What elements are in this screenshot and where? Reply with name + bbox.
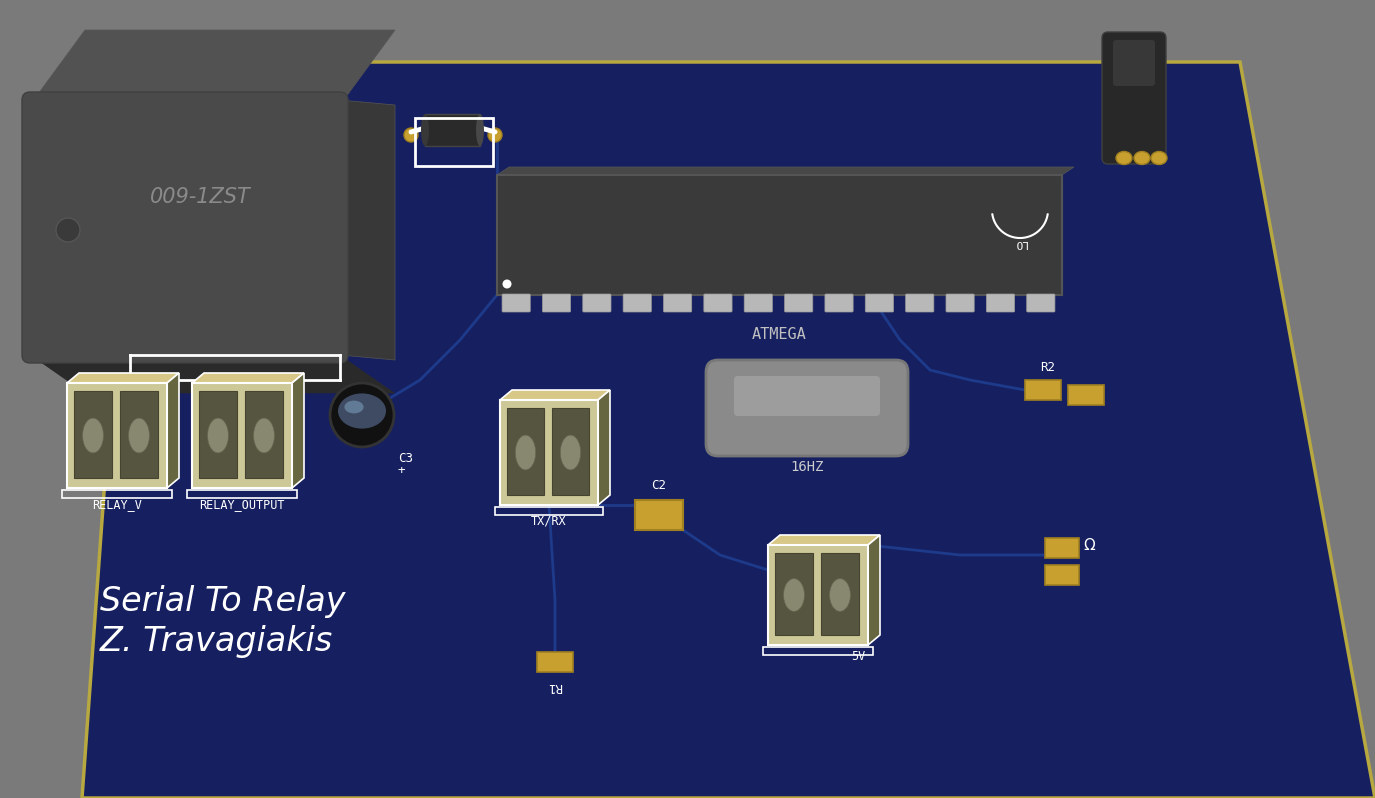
Bar [120, 391, 158, 478]
Ellipse shape [997, 179, 1012, 192]
FancyBboxPatch shape [623, 294, 652, 312]
Bar [769, 545, 868, 645]
Bar [425, 114, 480, 146]
Ellipse shape [502, 279, 512, 289]
Polygon shape [340, 100, 395, 360]
Ellipse shape [128, 418, 150, 453]
Polygon shape [67, 373, 179, 383]
Bar [67, 383, 166, 488]
Polygon shape [30, 30, 395, 105]
Text: LO: LO [1013, 238, 1027, 248]
FancyBboxPatch shape [785, 294, 813, 312]
Text: C2: C2 [652, 479, 667, 492]
Text: RELAY_V: RELAY_V [92, 498, 142, 511]
FancyBboxPatch shape [1101, 32, 1166, 164]
Text: R2: R2 [1040, 361, 1055, 374]
Bar [775, 553, 813, 635]
FancyBboxPatch shape [502, 294, 531, 312]
Ellipse shape [476, 114, 484, 146]
Bar [551, 408, 588, 495]
Bar [1068, 385, 1104, 405]
Polygon shape [292, 373, 304, 488]
Text: RELAY_OUTPUT: RELAY_OUTPUT [199, 498, 285, 511]
FancyBboxPatch shape [744, 294, 773, 312]
Ellipse shape [404, 128, 418, 142]
FancyBboxPatch shape [583, 294, 610, 312]
Ellipse shape [338, 393, 386, 429]
Bar [500, 400, 598, 505]
Ellipse shape [1116, 152, 1132, 164]
Ellipse shape [1012, 179, 1027, 192]
Bar [245, 391, 283, 478]
Text: 009-1ZST: 009-1ZST [150, 187, 250, 207]
Bar [495, 507, 604, 515]
Ellipse shape [56, 218, 80, 242]
Text: 16HZ: 16HZ [791, 460, 824, 474]
FancyBboxPatch shape [1027, 294, 1055, 312]
Bar [199, 391, 236, 478]
Text: Serial To Relay: Serial To Relay [100, 585, 345, 618]
Text: Ω: Ω [1084, 538, 1094, 552]
Text: 5V: 5V [851, 650, 865, 663]
FancyBboxPatch shape [734, 376, 880, 416]
FancyBboxPatch shape [906, 294, 934, 312]
Polygon shape [500, 390, 610, 400]
Polygon shape [166, 373, 179, 488]
Ellipse shape [330, 383, 395, 447]
Ellipse shape [208, 418, 228, 453]
Bar [538, 652, 573, 672]
Polygon shape [82, 62, 1375, 798]
Bar [821, 553, 859, 635]
FancyBboxPatch shape [542, 294, 571, 312]
Bar [1045, 538, 1079, 558]
Bar [62, 490, 172, 498]
Ellipse shape [784, 579, 804, 611]
FancyBboxPatch shape [1112, 40, 1155, 86]
Ellipse shape [516, 435, 536, 470]
Ellipse shape [1027, 179, 1041, 192]
Bar [74, 391, 111, 478]
Ellipse shape [253, 418, 275, 453]
Text: Z. Travagiakis: Z. Travagiakis [100, 625, 333, 658]
Polygon shape [193, 373, 304, 383]
Bar [763, 647, 873, 655]
Ellipse shape [1134, 152, 1150, 164]
Ellipse shape [1151, 152, 1167, 164]
FancyBboxPatch shape [705, 360, 908, 456]
Text: TX/RX: TX/RX [531, 515, 566, 528]
FancyBboxPatch shape [664, 294, 692, 312]
FancyBboxPatch shape [865, 294, 894, 312]
Polygon shape [769, 535, 880, 545]
Ellipse shape [829, 579, 851, 611]
Bar [415, 118, 494, 166]
Polygon shape [598, 390, 610, 505]
Ellipse shape [421, 114, 429, 146]
Bar [1024, 380, 1062, 400]
Ellipse shape [561, 435, 580, 470]
Polygon shape [30, 355, 395, 393]
Bar [507, 408, 544, 495]
Bar [635, 500, 683, 530]
Text: ATMEGA: ATMEGA [752, 327, 807, 342]
FancyBboxPatch shape [704, 294, 732, 312]
Bar [193, 383, 292, 488]
Text: +: + [397, 464, 406, 477]
Ellipse shape [82, 418, 103, 453]
Polygon shape [496, 167, 1074, 175]
Bar [496, 175, 1062, 295]
Bar [187, 490, 297, 498]
Ellipse shape [344, 401, 363, 413]
FancyBboxPatch shape [825, 294, 852, 312]
Text: C3: C3 [397, 452, 412, 465]
Ellipse shape [488, 128, 502, 142]
FancyBboxPatch shape [946, 294, 975, 312]
Bar [1045, 565, 1079, 585]
FancyBboxPatch shape [22, 92, 348, 363]
Text: R1: R1 [547, 680, 562, 693]
FancyBboxPatch shape [986, 294, 1015, 312]
Polygon shape [868, 535, 880, 645]
